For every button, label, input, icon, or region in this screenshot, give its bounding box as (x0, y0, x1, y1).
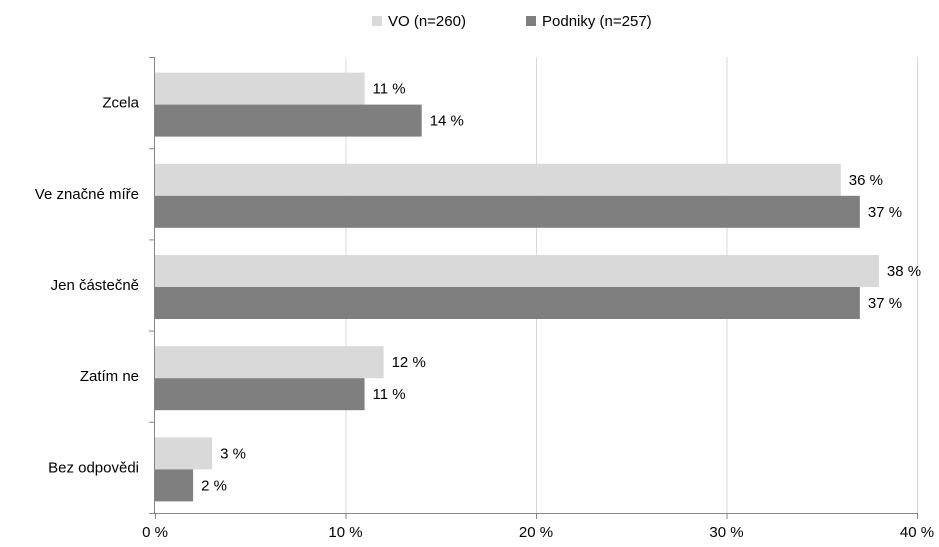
data-label: 12 % (392, 354, 426, 371)
bar (155, 163, 841, 196)
data-label: 11 % (373, 81, 406, 98)
bar (155, 378, 365, 411)
data-label: 36 % (849, 172, 883, 189)
legend: VO (n=260) Podniky (n=257) (372, 13, 652, 30)
category-label: Zatím ne (80, 368, 139, 385)
bar (155, 104, 422, 137)
data-label: 38 % (887, 263, 921, 280)
bar (155, 255, 879, 287)
bar (155, 346, 384, 379)
x-tick-label: 10 % (328, 524, 362, 541)
category-label: Bez odpovědi (48, 459, 139, 476)
legend-swatch (526, 16, 536, 26)
bar (155, 195, 860, 228)
category-label: Ve značné míře (35, 186, 139, 203)
data-label: 2 % (201, 477, 227, 494)
data-label: 37 % (868, 295, 902, 312)
category-label: Jen částečně (51, 277, 139, 294)
bars: 11 % 14 % 36 % 37 % 38 % 37 % 12 % 11 % 3 % 2 % (155, 72, 921, 502)
bar (155, 437, 213, 470)
data-label: 14 % (430, 113, 464, 130)
x-tick-label: 30 % (709, 524, 743, 541)
x-tick-label: 0 % (142, 524, 168, 541)
data-label: 3 % (220, 445, 246, 462)
data-label: 37 % (868, 204, 902, 221)
bar (155, 72, 365, 105)
data-label: 11 % (373, 386, 406, 403)
legend-label: Podniky (n=257) (542, 13, 652, 30)
category-label: Zcela (102, 95, 139, 112)
x-tick-label: 20 % (519, 524, 553, 541)
legend-label: VO (n=260) (388, 13, 466, 30)
axes: Zcela Ve značné míře Jen částečně Zatím ne B… (35, 57, 934, 541)
bar (155, 469, 194, 502)
bar (155, 287, 860, 319)
legend-swatch (372, 16, 382, 26)
x-tick-label: 40 % (900, 524, 934, 541)
